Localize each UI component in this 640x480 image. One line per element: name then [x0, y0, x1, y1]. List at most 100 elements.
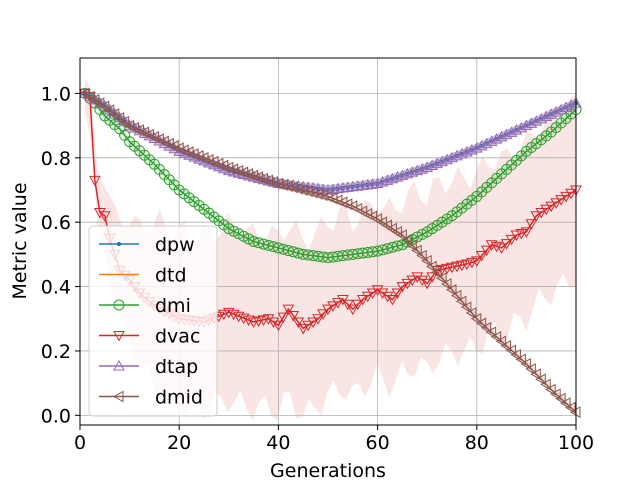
data-point: [322, 304, 334, 316]
data-point: [247, 169, 259, 182]
data-point: [346, 304, 359, 316]
data-point: [227, 309, 240, 321]
y-tick-label: 0.2: [41, 341, 71, 363]
data-point: [257, 172, 269, 185]
data-point: [287, 181, 298, 194]
y-axis-label: Metric value: [9, 182, 31, 299]
x-tick-label: 40: [266, 432, 290, 454]
data-point: [441, 278, 452, 290]
data-point: [391, 240, 403, 252]
data-point: [287, 311, 300, 322]
data-point: [302, 185, 313, 198]
data-point: [510, 230, 523, 242]
data-point: [123, 119, 136, 131]
data-point: [535, 208, 548, 219]
legend-label: dtap: [155, 356, 198, 378]
data-point: [302, 320, 315, 332]
data-point: [515, 121, 528, 133]
data-point: [505, 126, 518, 137]
confidence-band: [84, 88, 577, 263]
plot-frame: [79, 57, 577, 426]
y-tick-label: 0.4: [41, 277, 71, 299]
data-point: [436, 155, 448, 167]
data-point: [520, 357, 531, 370]
data-point: [232, 311, 245, 323]
data-point: [560, 191, 572, 203]
data-point: [550, 388, 561, 400]
data-point: [262, 314, 275, 325]
data-point: [332, 298, 344, 309]
x-axis-ticks: 0 20 40 60 80 100: [74, 425, 594, 454]
data-point: [475, 139, 488, 151]
data-point: [267, 317, 280, 329]
data-point: [480, 245, 493, 257]
x-tick-label: 0: [74, 432, 86, 454]
data-point: [272, 177, 283, 190]
data-point: [525, 363, 536, 375]
data-point: [431, 157, 443, 169]
data-point: [223, 223, 235, 235]
y-tick-label: 0.8: [41, 148, 71, 170]
data-point: [93, 97, 105, 109]
data-point: [317, 189, 328, 201]
data-point: [113, 299, 125, 311]
legend: dpw dtd dmi dvac dtap dmid: [88, 225, 218, 417]
data-point: [376, 288, 389, 300]
data-point: [401, 278, 414, 290]
data-point: [416, 249, 427, 262]
data-point: [267, 241, 279, 253]
data-point: [555, 392, 566, 405]
data-point: [421, 278, 434, 290]
data-point: [79, 87, 91, 98]
data-point: [297, 184, 308, 196]
data-point: [480, 137, 493, 149]
data-point: [243, 233, 255, 245]
data-point: [421, 254, 432, 267]
data-point: [456, 147, 468, 159]
data-point: [401, 167, 414, 179]
data-point: [431, 266, 442, 279]
data-point: [372, 245, 384, 257]
data-point: [112, 390, 124, 403]
data-point: [426, 159, 439, 171]
data-point: [445, 283, 457, 296]
data-point: [93, 97, 106, 108]
data-point: [93, 208, 106, 219]
data-point: [510, 348, 521, 361]
data-point: [416, 275, 429, 287]
data-point: [550, 106, 563, 117]
data-point: [252, 171, 264, 183]
data-point: [510, 124, 523, 135]
data-point: [232, 164, 244, 177]
data-point: [520, 119, 533, 131]
data-point: [242, 315, 255, 327]
legend-item: dtd: [99, 265, 187, 287]
data-point: [89, 175, 101, 187]
data-point: [411, 272, 424, 283]
data-point: [262, 174, 273, 187]
data-point: [292, 182, 303, 195]
data-point: [386, 222, 397, 235]
data-point: [421, 161, 434, 172]
data-point: [426, 260, 437, 273]
legend-item: dmi: [99, 295, 191, 317]
data-point: [116, 241, 122, 247]
data-point: [222, 161, 234, 174]
data-point: [545, 201, 558, 213]
data-point: [520, 227, 533, 238]
series-group: [78, 87, 582, 418]
legend-label: dpw: [155, 234, 195, 256]
data-point: [485, 326, 497, 339]
y-axis-ticks: 0.0 0.2 0.4 0.6 0.8 1.0: [41, 83, 80, 427]
data-point: [287, 246, 299, 258]
data-point: [222, 307, 235, 319]
legend-label: dmi: [155, 295, 191, 317]
data-point: [525, 219, 538, 230]
data-point: [455, 295, 467, 308]
data-point: [327, 301, 339, 312]
data-point: [411, 231, 423, 243]
data-point: [465, 144, 478, 155]
data-point: [500, 339, 512, 352]
data-point: [475, 317, 487, 330]
data-point: [237, 166, 249, 179]
